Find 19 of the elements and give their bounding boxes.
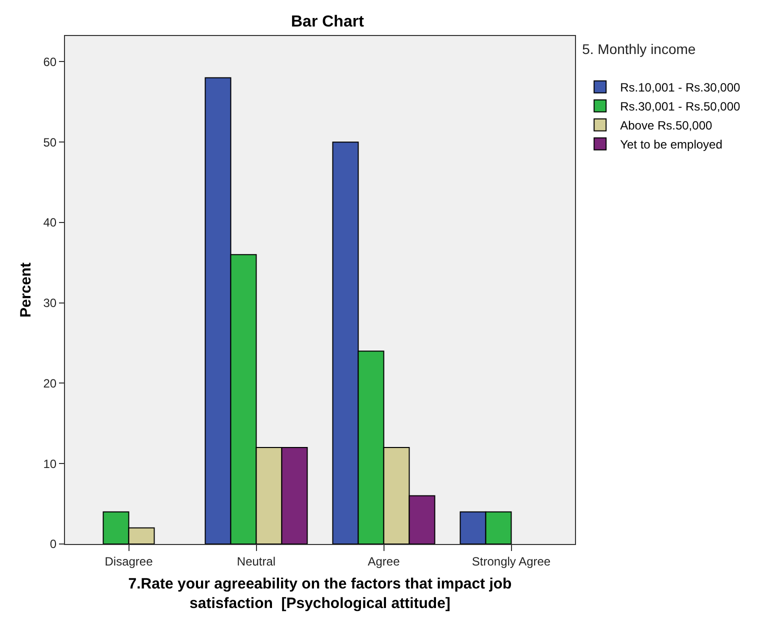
x-tick-label: Strongly Agree [472, 554, 551, 568]
x-tick-label: Agree [368, 554, 400, 568]
legend-label: Rs.10,001 - Rs.30,000 [620, 80, 740, 95]
x-tick-label: Disagree [104, 554, 154, 568]
legend-label: Yet to be employed [620, 138, 722, 152]
y-tick-label: 30 [43, 296, 57, 310]
legend-label: Rs.30,001 - Rs.50,000 [620, 100, 740, 114]
legend-title: 5. Monthly income [582, 41, 696, 58]
x-tick-label: Neutral [236, 554, 276, 568]
x-axis-title: 7.Rate your agreeability on the factors that impact job satisfaction [Psychological attitude] [128, 575, 512, 612]
legend-label: Above Rs.50,000 [620, 118, 712, 133]
y-tick-label: 0 [50, 537, 57, 552]
y-tick-label: 20 [43, 376, 57, 390]
y-tick-label: 40 [43, 216, 57, 230]
y-tick-label: 10 [43, 456, 57, 471]
y-tick-label: 50 [43, 135, 57, 150]
chart-title: Bar Chart [291, 14, 365, 31]
y-axis-title: Percent [17, 262, 34, 318]
y-tick-label: 60 [43, 54, 57, 69]
